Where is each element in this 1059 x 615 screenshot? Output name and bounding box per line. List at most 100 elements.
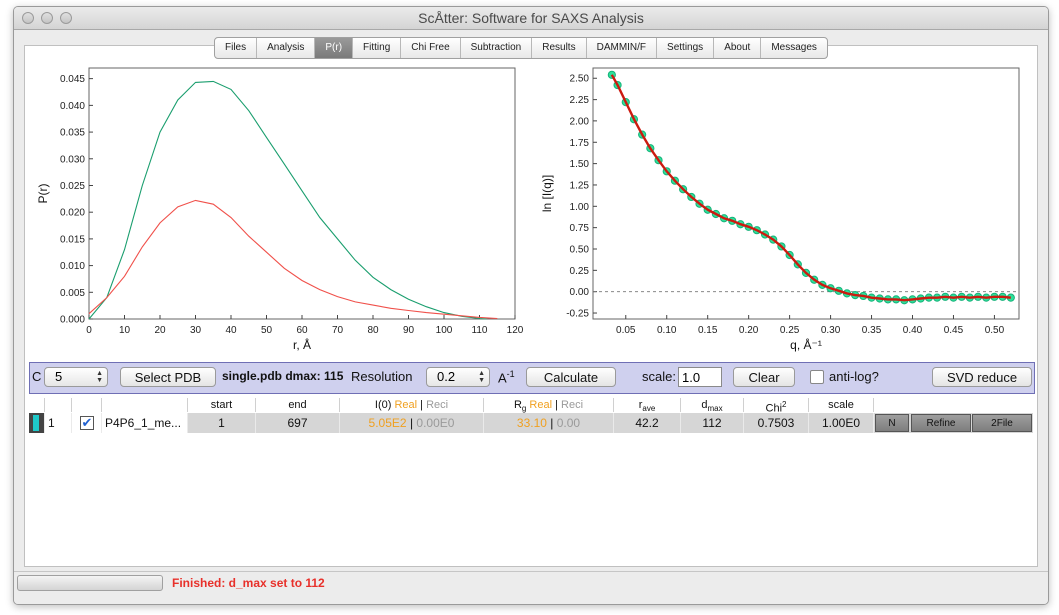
row-rg-real: 33.10 xyxy=(516,416,547,430)
tab-files[interactable]: Files xyxy=(215,38,258,58)
spinner-arrows-icon: ▲ ▼ xyxy=(478,370,485,384)
header-name xyxy=(102,398,188,412)
x-tick-label: 30 xyxy=(190,325,202,336)
row-color-swatch[interactable] xyxy=(29,413,45,433)
normalize-button[interactable]: N xyxy=(875,414,909,432)
y-tick-label: 0.030 xyxy=(60,154,85,165)
resolution-unit-exponent: -1 xyxy=(506,369,515,379)
y-tick-label: 2.50 xyxy=(570,74,590,85)
x-tick-label: 0.35 xyxy=(862,325,882,336)
header-dmax-label: d xyxy=(701,399,708,411)
x-tick-label: 0.50 xyxy=(985,325,1005,336)
x-tick-label: 0.40 xyxy=(903,325,923,336)
window-title: ScÅtter: Software for SAXS Analysis xyxy=(418,10,644,26)
table-header: start end I(0) Real | Reci Rg Real | Rec… xyxy=(29,398,1033,415)
header-rave-sub: ave xyxy=(642,404,656,414)
y-tick-label: 0.50 xyxy=(570,244,590,255)
antilog-label: anti-log? xyxy=(829,369,879,384)
row-start[interactable]: 1 xyxy=(188,413,256,433)
x-tick-label: 0.10 xyxy=(657,325,677,336)
refine-button[interactable]: Refine xyxy=(911,414,971,432)
lnI-plot: 0.05 0.10 0.15 0.20 0.25 0.30 0.35 0.40 0.45 0.50… xyxy=(533,64,1033,358)
header-start: start xyxy=(188,398,256,412)
x-tick-label: 120 xyxy=(507,325,524,336)
antilog-checkbox[interactable] xyxy=(810,370,824,384)
x-tick-label: 50 xyxy=(261,325,273,336)
row-name[interactable]: P4P6_1_me... xyxy=(102,413,188,433)
pr-controls-bar: C 5 ▲ ▼ Select PDB single.pdb dmax: 115 R… xyxy=(29,362,1035,394)
scale-input[interactable] xyxy=(678,367,722,387)
tab-analysis[interactable]: Analysis xyxy=(257,38,316,58)
header-rg-sub: g xyxy=(521,404,527,414)
y-tick-label: 0.010 xyxy=(60,261,85,272)
tab-bar: Files Analysis P(r) Fitting Chi Free Sub… xyxy=(214,37,828,59)
y-tick-label: 0.00 xyxy=(570,287,590,298)
header-rave: rave xyxy=(614,398,681,414)
tab-dammin[interactable]: DAMMIN/F xyxy=(587,38,658,58)
x-axis-label: q, Å⁻¹ xyxy=(790,337,822,352)
resolution-label: Resolution xyxy=(351,369,413,384)
close-window-button[interactable] xyxy=(22,12,34,24)
resolution-spinner[interactable]: 0.2 ▲ ▼ xyxy=(426,367,490,387)
x-tick-label: 70 xyxy=(332,325,344,336)
header-scale: scale xyxy=(809,398,874,412)
row-scale: 1.00E0 xyxy=(809,413,874,433)
header-chi: Chi2 xyxy=(744,398,809,415)
row-i0: 5.05E2 | 0.00E0 xyxy=(340,413,484,433)
progress-bar xyxy=(17,575,163,591)
calculate-button[interactable]: Calculate xyxy=(526,367,616,387)
header-select xyxy=(72,398,102,412)
zoom-window-button[interactable] xyxy=(60,12,72,24)
tab-messages[interactable]: Messages xyxy=(771,42,817,53)
header-rg-real: Real xyxy=(529,399,553,411)
header-index xyxy=(45,398,72,412)
x-tick-label: 40 xyxy=(225,325,237,336)
tab-subtraction[interactable]: Subtraction xyxy=(461,38,533,58)
y-tick-label: 1.50 xyxy=(570,159,590,170)
header-rg-label: R xyxy=(513,399,522,411)
c-label: C xyxy=(32,369,42,384)
c-spinner[interactable]: 5 ▲ ▼ xyxy=(44,367,108,387)
header-chi-label: Chi xyxy=(765,402,783,415)
row-end[interactable]: 697 xyxy=(256,413,340,433)
header-rg: Rg Real | Reci xyxy=(484,398,614,414)
pr-panel: 0 10 20 30 40 50 60 70 80 90 100 110 120 0.000 0.005 0.… xyxy=(24,45,1038,567)
svd-reduce-button[interactable]: SVD reduce xyxy=(932,367,1032,387)
header-i0-label: I(0) xyxy=(374,399,392,411)
table-row[interactable]: 1 ✔ P4P6_1_me... 1 697 5.05E2 | 0.00E0 3… xyxy=(29,413,1033,433)
tab-settings[interactable]: Settings xyxy=(657,38,715,58)
resolution-unit-text: A xyxy=(498,370,507,386)
header-sep: | xyxy=(420,399,424,411)
tab-results[interactable]: Results xyxy=(532,38,587,58)
minimize-window-button[interactable] xyxy=(41,12,53,24)
row-chi: 0.7503 xyxy=(744,413,809,433)
x-tick-label: 0.15 xyxy=(698,325,718,336)
row-index: 1 xyxy=(45,413,72,433)
plot-area xyxy=(592,67,1020,320)
y-tick-label: 0.035 xyxy=(60,128,85,139)
row-rave: 42.2 xyxy=(614,413,681,433)
status-bar: Finished: d_max set to 112 xyxy=(14,571,1048,604)
y-tick-label: 0.75 xyxy=(570,223,590,234)
x-tick-label: 80 xyxy=(367,325,379,336)
y-tick-label: 0.045 xyxy=(60,74,85,85)
row-rg-reci: 0.00 xyxy=(556,416,581,430)
to-file-button[interactable]: 2File xyxy=(972,414,1032,432)
spinner-arrows-icon: ▲ ▼ xyxy=(96,370,103,384)
select-pdb-button[interactable]: Select PDB xyxy=(120,367,216,387)
x-tick-label: 100 xyxy=(436,325,453,336)
row-sep: | xyxy=(550,416,554,430)
y-tick-label: 0.005 xyxy=(60,288,85,299)
y-axis-label: ln [I(q)] xyxy=(540,175,554,212)
x-tick-label: 0 xyxy=(86,325,92,336)
x-tick-label: 0.30 xyxy=(821,325,841,336)
clear-button[interactable]: Clear xyxy=(733,367,795,387)
row-checkbox[interactable]: ✔ xyxy=(72,413,102,433)
x-tick-label: 60 xyxy=(296,325,308,336)
tab-fitting[interactable]: Fitting xyxy=(353,38,402,58)
tab-chi-free[interactable]: Chi Free xyxy=(401,38,461,58)
c-value: 5 xyxy=(55,369,63,384)
x-tick-label: 0.25 xyxy=(780,325,800,336)
tab-about[interactable]: About xyxy=(714,38,762,58)
tab-pr[interactable]: P(r) xyxy=(315,38,354,58)
